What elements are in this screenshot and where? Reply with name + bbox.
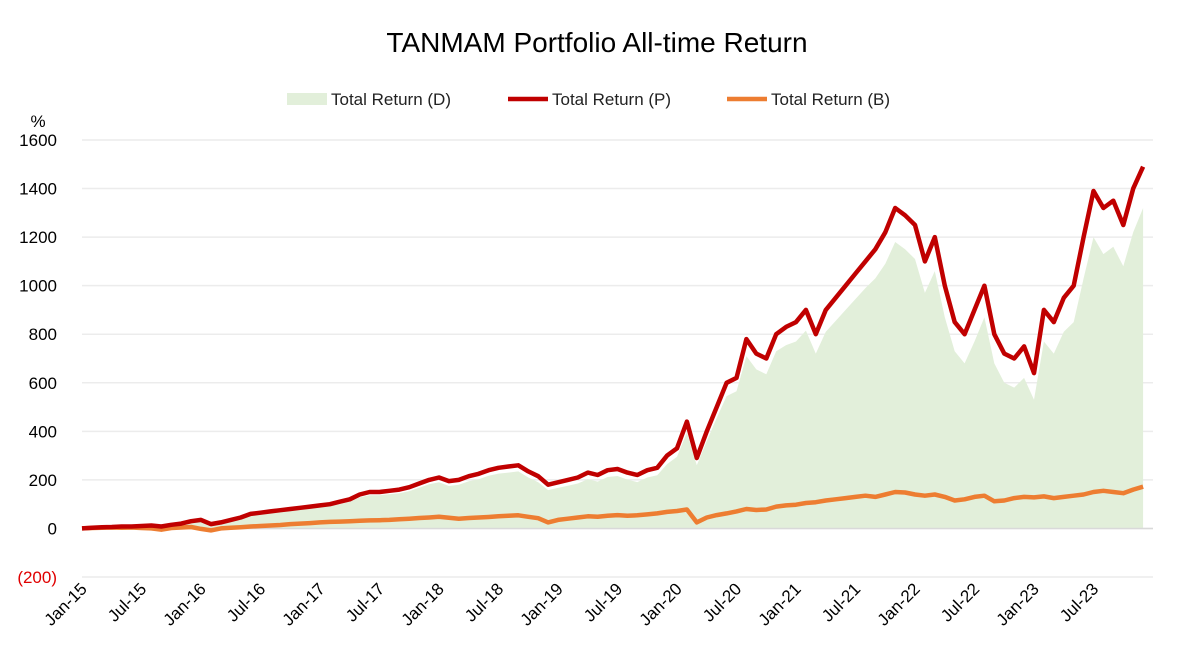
x-tick-label: Jan-19 <box>517 579 567 629</box>
x-tick-label: Jan-22 <box>874 579 924 629</box>
y-tick-label: 1000 <box>19 277 57 296</box>
chart-title: TANMAM Portfolio All-time Return <box>386 27 807 58</box>
y-tick-label: 1400 <box>19 180 57 199</box>
legend-label-b: Total Return (B) <box>771 90 890 109</box>
y-axis-ticks: 1600 1400 1200 1000 800 600 400 200 0 (200) <box>17 131 57 587</box>
x-tick-label: Jan-23 <box>993 579 1043 629</box>
x-tick-label: Jul-21 <box>818 579 864 625</box>
line-total-return-p <box>81 165 1146 531</box>
x-tick-label: Jul-15 <box>104 579 150 625</box>
x-tick-label: Jul-19 <box>580 579 626 625</box>
y-tick-label: 1200 <box>19 228 57 247</box>
legend-label-p: Total Return (P) <box>552 90 671 109</box>
legend: Total Return (D) Total Return (P) Total Re… <box>287 90 890 109</box>
legend-label-d: Total Return (D) <box>331 90 451 109</box>
x-tick-label: Jul-23 <box>1056 579 1102 625</box>
y-tick-label: 0 <box>48 519 57 538</box>
x-tick-label: Jan-20 <box>636 579 686 629</box>
y-tick-label: 200 <box>29 471 57 490</box>
x-tick-label: Jul-17 <box>342 579 388 625</box>
y-tick-label: 800 <box>29 325 57 344</box>
x-tick-label: Jan-16 <box>160 579 210 629</box>
x-axis-ticks: Jan-15 Jul-15 Jan-16 Jul-16 Jan-17 Jul-17 Jan-… <box>41 579 1103 629</box>
y-tick-label: 1600 <box>19 131 57 150</box>
x-tick-label: Jul-20 <box>699 579 745 625</box>
x-tick-label: Jul-18 <box>461 579 507 625</box>
line-total-return-b <box>81 484 1144 533</box>
legend-swatch-d <box>287 93 327 105</box>
x-tick-label: Jan-17 <box>279 579 329 629</box>
plot-area <box>81 165 1153 533</box>
y-tick-label: (200) <box>17 568 57 587</box>
x-tick-label: Jul-16 <box>223 579 269 625</box>
y-tick-label: 400 <box>29 422 57 441</box>
y-axis-label: % <box>30 112 45 131</box>
x-tick-label: Jan-18 <box>398 579 448 629</box>
x-tick-label: Jan-21 <box>755 579 805 629</box>
area-total-return-d <box>82 208 1144 529</box>
x-tick-label: Jul-22 <box>937 579 983 625</box>
y-tick-label: 600 <box>29 374 57 393</box>
